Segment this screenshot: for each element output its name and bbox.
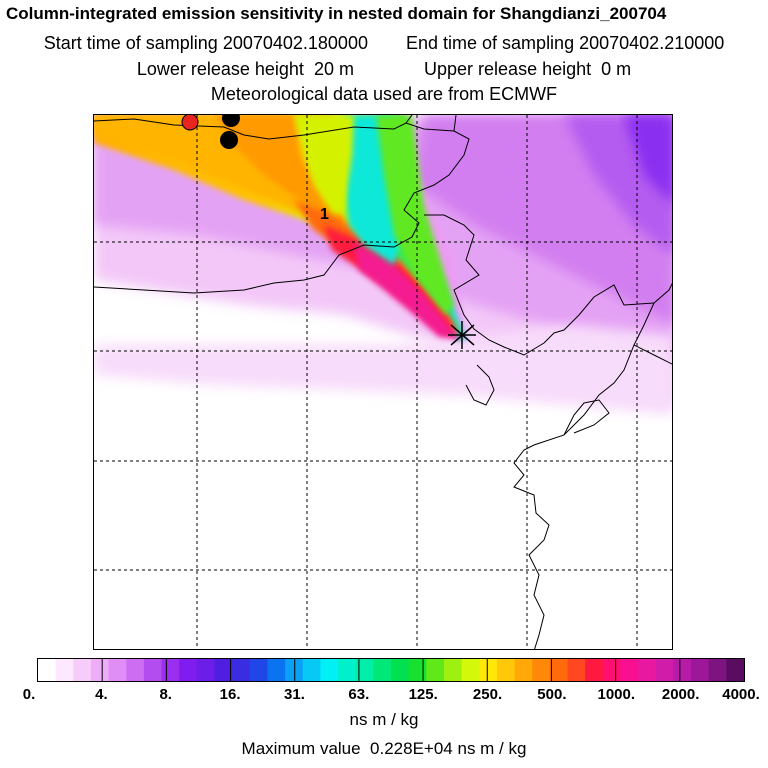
colorbar-swatch <box>126 659 145 681</box>
colorbar-tick-labels: 0. 4. 8. 16. 31. 63. 125. 250. 500. 1000. 2000. 400… <box>0 686 768 706</box>
colorbar-tick-label: 1000. <box>597 686 636 703</box>
upper-height-label: Upper release height <box>424 59 592 79</box>
colorbar-tick-label: 2000. <box>661 686 700 703</box>
plume <box>94 115 466 341</box>
colorbar-tick-label: 8. <box>159 686 172 703</box>
colorbar-swatch <box>108 659 127 681</box>
start-time-label: Start time of sampling <box>43 33 218 53</box>
colorbar-swatch <box>373 659 392 681</box>
colorbar-tick-label: 16. <box>219 686 241 703</box>
colorbar-swatch <box>302 659 321 681</box>
colorbar-swatch <box>73 659 92 681</box>
colorbar-swatch <box>55 659 74 681</box>
colorbar-swatch <box>585 659 604 681</box>
map-label-1: 1 <box>320 206 329 223</box>
colorbar-swatch <box>391 659 410 681</box>
colorbar-swatch <box>90 659 110 681</box>
colorbar-swatch <box>655 659 674 681</box>
colorbar-swatch <box>496 659 516 681</box>
map-canvas: 1 <box>94 115 672 649</box>
black-dot-marker <box>220 131 238 149</box>
colorbar-swatch <box>249 659 269 681</box>
colorbar-tick-label: 500. <box>537 686 567 703</box>
colorbar-swatch <box>708 659 727 681</box>
map-title: Column-integrated emission sensitivity i… <box>6 4 667 23</box>
end-time-value: 20070402.210000 <box>579 33 725 53</box>
colorbar-swatch <box>320 659 339 681</box>
colorbar-swatch <box>673 659 692 681</box>
colorbar-swatch <box>461 659 480 681</box>
colorbar-swatch <box>285 659 304 681</box>
colorbar-tick-label: 0. <box>22 686 36 703</box>
graticule <box>94 115 672 649</box>
colorbar-swatch <box>232 659 251 681</box>
lower-height-value: 20 m <box>313 59 354 79</box>
colorbar-swatch <box>549 659 569 681</box>
release-site-marker <box>448 321 476 349</box>
met-data-line: Meteorological data used are from ECMWF <box>210 84 558 104</box>
colorbar-swatch <box>408 659 427 681</box>
red-dot-marker <box>181 115 199 131</box>
colorbar-tick-label: 250. <box>472 686 503 703</box>
colorbar-swatch <box>38 659 57 681</box>
colorbar-swatch <box>567 659 586 681</box>
emission-sensitivity-map: 1 <box>93 114 673 650</box>
maximum-value-line: Maximum value 0.228E+04 ns m / kg <box>0 739 768 759</box>
start-time-value: 20070402.180000 <box>222 33 368 53</box>
colorbar-swatch <box>143 659 163 681</box>
colorbar-tick-label: 63. <box>348 686 370 703</box>
colorbar-swatch <box>638 659 657 681</box>
colorbar-tick-label: 4000. <box>722 686 760 703</box>
colorbar-swatch <box>426 659 445 681</box>
colorbar-swatch <box>691 659 710 681</box>
black-dot-marker <box>222 115 240 127</box>
colorbar-tick-label: 4. <box>95 686 108 703</box>
colorbar-swatch <box>214 659 233 681</box>
colorbar-swatch <box>443 659 463 681</box>
max-value: 0.228E+04 ns m / kg <box>370 739 527 758</box>
upper-height-value: 0 m <box>601 59 632 79</box>
lower-height-label: Lower release height <box>136 59 304 79</box>
colorbar <box>37 658 745 682</box>
colorbar-swatch <box>179 659 198 681</box>
colorbar-swatch <box>602 659 622 681</box>
colorbar-swatch <box>514 659 533 681</box>
end-time-label: End time of sampling <box>406 33 575 53</box>
colorbar-swatches <box>38 659 744 681</box>
colorbar-swatch <box>479 659 498 681</box>
release-height-line: Lower release height 20 m Upper release … <box>0 59 768 80</box>
max-value-label: Maximum value <box>241 739 361 758</box>
colorbar-swatch <box>532 659 551 681</box>
colorbar-units: ns m / kg <box>349 710 419 729</box>
colorbar-swatch <box>267 659 286 681</box>
colorbar-swatch <box>196 659 216 681</box>
colorbar-swatch <box>338 659 357 681</box>
boundaries <box>94 115 672 649</box>
colorbar-swatch <box>161 659 180 681</box>
colorbar-swatch <box>355 659 374 681</box>
colorbar-swatch <box>726 659 744 681</box>
colorbar-swatch <box>620 659 639 681</box>
colorbar-tick-label: 31. <box>284 686 305 703</box>
sampling-time-line: Start time of sampling 20070402.180000 E… <box>0 33 768 54</box>
colorbar-tick-label: 125. <box>408 686 438 703</box>
